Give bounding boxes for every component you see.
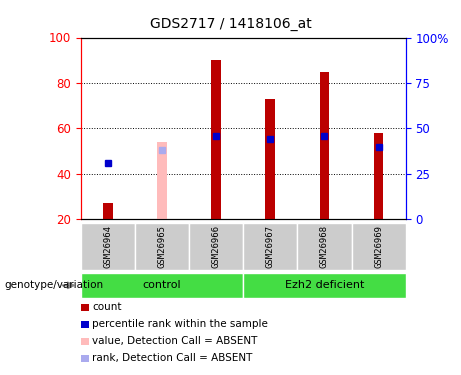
Bar xyxy=(211,60,221,219)
Bar xyxy=(135,223,189,270)
Text: percentile rank within the sample: percentile rank within the sample xyxy=(92,320,268,329)
Text: genotype/variation: genotype/variation xyxy=(5,280,104,290)
Text: GSM26969: GSM26969 xyxy=(374,225,383,268)
Text: GSM26967: GSM26967 xyxy=(266,225,275,268)
Bar xyxy=(157,142,167,219)
Bar xyxy=(352,223,406,270)
Bar xyxy=(319,72,329,219)
Text: GDS2717 / 1418106_at: GDS2717 / 1418106_at xyxy=(150,17,311,31)
Text: count: count xyxy=(92,303,122,312)
Bar xyxy=(243,273,406,298)
Text: GSM26966: GSM26966 xyxy=(212,225,221,268)
Bar xyxy=(103,204,112,219)
Bar xyxy=(81,273,243,298)
Bar xyxy=(297,223,352,270)
Text: rank, Detection Call = ABSENT: rank, Detection Call = ABSENT xyxy=(92,353,253,363)
Bar xyxy=(81,223,135,270)
Text: control: control xyxy=(142,280,181,290)
Bar xyxy=(243,223,297,270)
Text: GSM26965: GSM26965 xyxy=(157,225,166,268)
Text: GSM26964: GSM26964 xyxy=(103,225,112,268)
Bar xyxy=(266,99,275,219)
Text: GSM26968: GSM26968 xyxy=(320,225,329,268)
Text: value, Detection Call = ABSENT: value, Detection Call = ABSENT xyxy=(92,336,258,346)
Bar xyxy=(374,133,384,219)
Text: Ezh2 deficient: Ezh2 deficient xyxy=(285,280,364,290)
Bar xyxy=(189,223,243,270)
